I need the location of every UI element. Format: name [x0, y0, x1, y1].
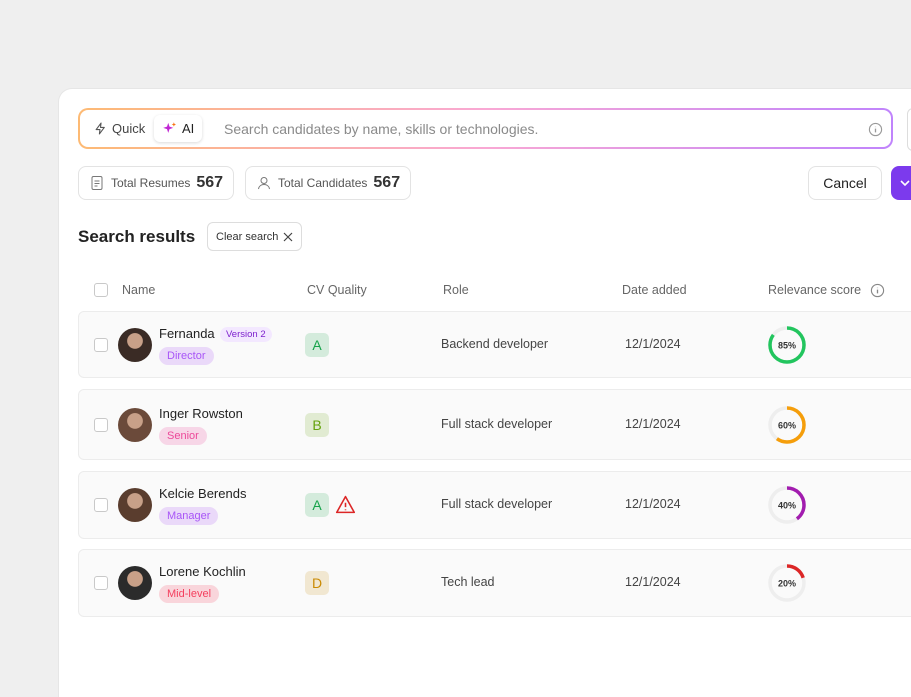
relevance-ring: 40%	[768, 486, 806, 524]
candidate-row	[78, 471, 911, 539]
avatar	[118, 327, 152, 362]
role: Backend developer	[441, 336, 549, 351]
clear-search[interactable]: Clear search	[207, 222, 303, 251]
ring-value	[768, 486, 806, 524]
column-header: Relevance score	[768, 283, 862, 297]
mode-label: AI	[182, 121, 195, 136]
cv-quality: A	[305, 493, 329, 517]
version-badge: Version 2	[220, 326, 272, 342]
stat-label: Total Candidates	[278, 176, 368, 190]
role: Full stack developer	[441, 416, 553, 431]
ring-value	[768, 564, 806, 602]
row-checkbox[interactable]	[94, 498, 108, 512]
stat-label: Total Resumes	[111, 176, 191, 190]
row-checkbox[interactable]	[94, 576, 108, 590]
cv-quality: A	[305, 332, 329, 357]
role: Full stack developer	[441, 497, 553, 511]
mode-label: Quick	[112, 121, 146, 136]
score-label: 40%	[778, 501, 796, 511]
date-added: 12/1/2024	[625, 416, 681, 431]
level-badge: Manager	[159, 507, 219, 525]
info-icon[interactable]	[868, 122, 883, 137]
ring-value	[768, 325, 806, 364]
candidate-name: Kelcie Berends	[159, 486, 247, 501]
stat-value: 567	[196, 174, 224, 191]
chevron-icon	[900, 180, 910, 187]
candidate-row	[78, 549, 911, 617]
column-header: Role	[443, 283, 469, 297]
candidate-name: Lorene Kochlin	[159, 564, 246, 579]
doc-icon	[91, 176, 103, 190]
avatar	[118, 407, 152, 442]
clear-label: Clear search	[216, 230, 279, 243]
candidate-row	[78, 389, 911, 460]
relevance-ring: 85%	[768, 325, 806, 364]
stat-chip: Total Candidates 567	[245, 166, 412, 200]
stat-value: 567	[373, 174, 401, 191]
column-header: Date added	[622, 283, 687, 297]
candidate-name: Fernanda	[159, 325, 215, 341]
mode-ai[interactable]: AI	[154, 115, 203, 142]
primary-button[interactable]	[891, 166, 911, 200]
info-icon[interactable]	[870, 283, 885, 298]
ring-value	[768, 405, 806, 444]
warning-shape	[335, 495, 356, 514]
candidate-name: Inger Rowston	[159, 405, 243, 421]
role: Tech lead	[441, 575, 495, 589]
row-checkbox[interactable]	[94, 337, 108, 352]
cv-quality: B	[305, 412, 329, 437]
mode-quick[interactable]: Quick	[86, 115, 153, 142]
row-checkbox[interactable]	[94, 417, 108, 432]
column-header: CV Quality	[307, 283, 367, 297]
side-control[interactable]	[907, 108, 911, 151]
relevance-ring: 60%	[768, 405, 806, 444]
section-title: Search results	[78, 227, 196, 246]
date-added: 12/1/2024	[625, 336, 681, 351]
level-badge: Mid-level	[159, 585, 220, 603]
level-badge: Director	[159, 346, 214, 365]
score-label: 20%	[778, 579, 796, 589]
stat-chip: Total Resumes 567	[78, 166, 235, 200]
bolt-icon	[95, 122, 105, 135]
warning-icon	[335, 495, 356, 514]
search-bar[interactable]: Quick AI Search candidates by name, skil…	[78, 108, 893, 149]
avatar	[118, 566, 152, 600]
candidate-row	[78, 311, 911, 378]
column-header: Name	[122, 283, 156, 297]
search-placeholder[interactable]: Search candidates by name, skills or tec…	[224, 121, 539, 137]
select-all-checkbox[interactable]	[94, 283, 108, 297]
cv-quality: D	[305, 571, 329, 595]
user-icon	[258, 177, 270, 190]
avatar	[118, 488, 152, 522]
level-badge: Senior	[159, 426, 207, 445]
cancel-button[interactable]: Cancel	[808, 166, 882, 200]
score-label: 85%	[778, 340, 796, 350]
close-icon	[283, 232, 293, 241]
relevance-ring: 20%	[768, 564, 806, 602]
score-label: 60%	[778, 420, 796, 430]
date-added: 12/1/2024	[625, 575, 681, 589]
sparkle-icon	[163, 122, 177, 133]
date-added: 12/1/2024	[625, 497, 681, 511]
